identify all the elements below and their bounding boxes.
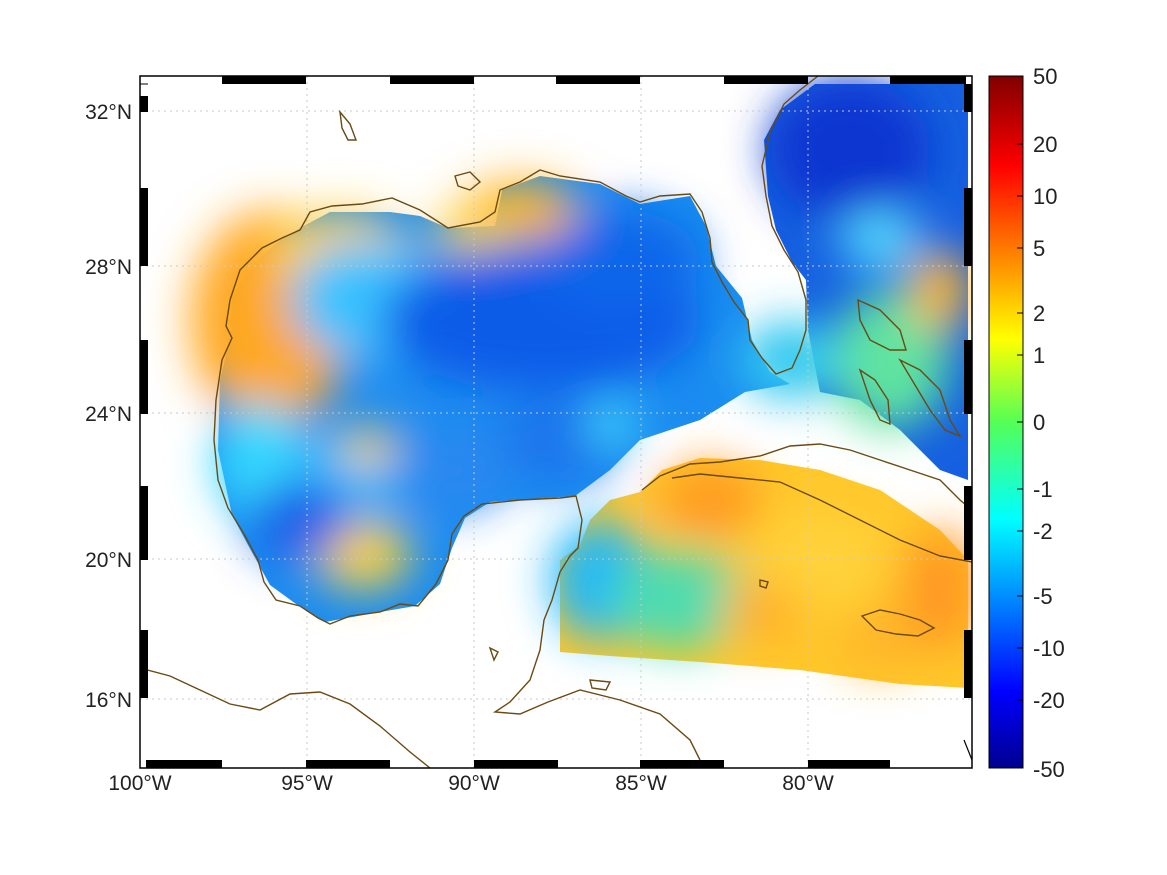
- colorbar-tick-label: -50: [1033, 757, 1065, 782]
- colorbar-tick-label: 5: [1033, 236, 1045, 261]
- x-axis-labels: 100°W 95°W 90°W 85°W 80°W: [108, 772, 834, 795]
- colorbar-tick-label: 50: [1033, 64, 1057, 89]
- x-tick-label: 100°W: [108, 772, 171, 795]
- colorbar-ticks: [1017, 143, 1023, 701]
- y-tick-label: 28°N: [85, 256, 132, 279]
- colorbar-tick-label: -2: [1033, 519, 1053, 544]
- colorbar-tick-label: 1: [1033, 343, 1045, 368]
- x-tick-label: 90°W: [448, 772, 500, 795]
- colorbar-tick-label: 20: [1033, 132, 1057, 157]
- y-tick-label: 24°N: [85, 403, 132, 426]
- colorbar-tick-label: 0: [1033, 410, 1045, 435]
- anomaly-field: [190, 80, 972, 688]
- colorbar-tick-label: 10: [1033, 184, 1057, 209]
- y-tick-label: 20°N: [85, 549, 132, 572]
- map-frame: [139, 75, 973, 769]
- coastlines: [140, 76, 972, 768]
- colorbar: 50 20 10 5 2 1 0 -1 -2 -5 -10 -20 -50: [988, 64, 1065, 782]
- y-axis-labels: 32°N 28°N 24°N 20°N 16°N: [85, 101, 132, 712]
- colorbar-tick-label: -5: [1033, 584, 1053, 609]
- y-tick-label: 16°N: [85, 689, 132, 712]
- colorbar-tick-label: -20: [1033, 688, 1065, 713]
- y-tick-label: 32°N: [85, 101, 132, 124]
- x-tick-label: 85°W: [615, 772, 667, 795]
- colorbar-tick-label: -10: [1033, 636, 1065, 661]
- colorbar-tick-label: 2: [1033, 301, 1045, 326]
- x-tick-label: 95°W: [281, 772, 333, 795]
- colorbar-tick-label: -1: [1033, 477, 1053, 502]
- x-tick-label: 80°W: [782, 772, 834, 795]
